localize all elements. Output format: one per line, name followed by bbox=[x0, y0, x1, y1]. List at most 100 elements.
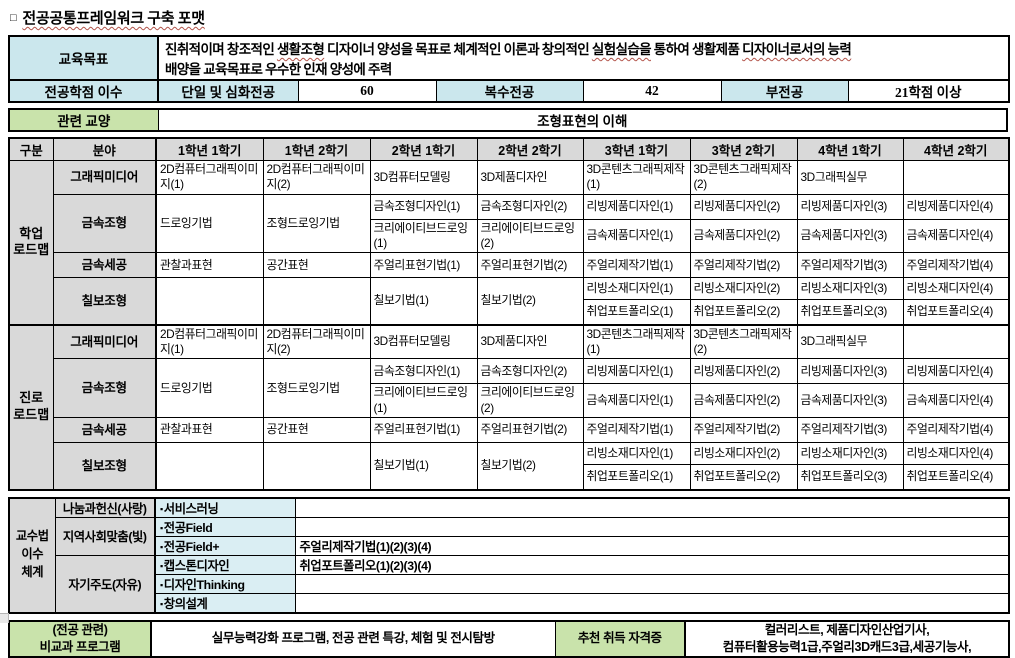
course-cell: 주얼리제작기법(1) bbox=[582, 417, 691, 444]
pedagogy-item-label: 창의설계 bbox=[163, 596, 208, 611]
course-cell: 리빙소재디자인(1) bbox=[582, 442, 691, 466]
goal-seg: 진취적이며 창조적인 bbox=[165, 42, 277, 57]
square-bullet-icon: ▪ bbox=[160, 579, 163, 590]
square-bullet-icon: ▪ bbox=[160, 522, 163, 533]
course-cell: 취업포트폴리오(2) bbox=[689, 299, 798, 326]
course-cell: 주얼리제작기법(2) bbox=[689, 252, 798, 279]
course-cell: 칠보기법(2) bbox=[476, 277, 584, 326]
course-cell: 취업포트폴리오(3) bbox=[796, 299, 904, 326]
course-cell: 주얼리제작기법(3) bbox=[796, 252, 904, 279]
course-cell: 주얼리제작기법(4) bbox=[902, 252, 1010, 279]
course-cell: 주얼리표현기법(1) bbox=[369, 417, 478, 444]
course-cell: 2D컴퓨터그래픽이미지(2) bbox=[262, 323, 371, 360]
course-cell: 칠보기법(1) bbox=[369, 277, 478, 326]
credit-value: 60 bbox=[297, 79, 437, 103]
course-cell: 금속제품디자인(1) bbox=[582, 218, 691, 254]
course-cell: 3D그래픽실무 bbox=[796, 323, 904, 360]
course-cell: 리빙제품디자인(1) bbox=[582, 358, 691, 385]
pedagogy-item-label: 전공Field bbox=[163, 520, 213, 535]
col-header: 4학년 2학기 bbox=[902, 137, 1010, 161]
credit-type: 부전공 bbox=[720, 79, 849, 103]
course-cell: 취업포트폴리오(1) bbox=[582, 464, 691, 491]
field-label: 금속세공 bbox=[52, 252, 157, 279]
pedagogy-value: 주얼리제작기법(1)(2)(3)(4) bbox=[294, 535, 1010, 556]
pedagogy-item: ▪서비스러닝 bbox=[154, 497, 296, 518]
course-cell: 크리에이티브드로잉(2) bbox=[476, 218, 584, 254]
col-header: 1학년 2학기 bbox=[262, 137, 371, 161]
course-cell: 취업포트폴리오(4) bbox=[902, 299, 1010, 326]
pedagogy-category: 지역사회맞춤(빛) bbox=[54, 516, 156, 556]
col-header: 3학년 1학기 bbox=[582, 137, 691, 161]
document-title-text: 전공공통프레임워크 구축 포맷 bbox=[22, 11, 205, 27]
course-cell: 리빙소재디자인(4) bbox=[902, 277, 1010, 301]
field-label: 금속세공 bbox=[52, 417, 157, 444]
group-label-academic: 학업 로드맵 bbox=[8, 159, 54, 326]
certificates-list: 컬러리스트, 제품디자인산업기사, 컴퓨터활용능력1급,주얼리3D캐드3급,세공… bbox=[684, 620, 1010, 658]
certificates-label: 추천 취득 자격증 bbox=[554, 620, 686, 658]
course-cell bbox=[262, 277, 371, 326]
col-header: 구분 bbox=[8, 137, 54, 161]
course-cell bbox=[155, 442, 264, 491]
course-cell: 금속제품디자인(1) bbox=[582, 383, 691, 419]
pedagogy-category: 나눔과헌신(사랑) bbox=[54, 497, 156, 518]
col-header: 2학년 1학기 bbox=[369, 137, 478, 161]
credit-value: 21학점 이상 bbox=[847, 79, 1010, 103]
square-bullet-icon: ▪ bbox=[160, 541, 163, 552]
course-cell: 주얼리제작기법(1) bbox=[582, 252, 691, 279]
pedagogy-category: 자기주도(자유) bbox=[54, 554, 156, 614]
pedagogy-item: ▪캡스톤디자인 bbox=[154, 554, 296, 575]
course-cell: 3D제품디자인 bbox=[476, 160, 584, 195]
pedagogy-value bbox=[294, 516, 1010, 537]
course-cell: 크리에이티브드로잉(2) bbox=[476, 383, 584, 419]
course-cell: 조형드로잉기법 bbox=[262, 193, 371, 254]
course-cell: 크리에이티브드로잉(1) bbox=[369, 218, 478, 254]
roadmap-header-row: 구분 분야 1학년 1학기 1학년 2학기 2학년 1학기 2학년 2학기 3학… bbox=[8, 137, 1010, 161]
field-label: 금속조형 bbox=[52, 358, 157, 419]
square-bullet-icon: ▪ bbox=[160, 560, 163, 571]
course-cell: 리빙소재디자인(3) bbox=[796, 277, 904, 301]
field-label: 그래픽미디어 bbox=[52, 160, 157, 195]
goal-line2: 배양을 교육목표로 우수한 인재 양성에 주력 bbox=[165, 62, 392, 77]
course-cell: 취업포트폴리오(1) bbox=[582, 299, 691, 326]
pedagogy-item: ▪디자인Thinking bbox=[154, 573, 296, 594]
pedagogy-item-label: 디자인Thinking bbox=[163, 577, 245, 592]
course-cell: 공간표현 bbox=[262, 252, 371, 279]
col-header: 4학년 1학기 bbox=[796, 137, 904, 161]
course-cell: 주얼리표현기법(2) bbox=[476, 252, 584, 279]
course-cell: 칠보기법(2) bbox=[476, 442, 584, 491]
credits-label: 전공학점 이수 bbox=[8, 79, 159, 103]
course-cell: 리빙소재디자인(3) bbox=[796, 442, 904, 466]
course-cell: 취업포트폴리오(4) bbox=[902, 464, 1010, 491]
pedagogy-value bbox=[294, 573, 1010, 594]
credit-type: 단일 및 심화전공 bbox=[157, 79, 299, 103]
document-title: □ 전공공통프레임워크 구축 포맷 bbox=[10, 7, 1015, 28]
course-cell: 3D컴퓨터모델링 bbox=[369, 323, 478, 360]
group-label-career: 진로 로드맵 bbox=[8, 323, 54, 491]
goal-credits-table: 교육목표 진취적이며 창조적인 생활조형 디자이너 양성을 목표로 체계적인 이… bbox=[8, 35, 1010, 103]
pedagogy-value bbox=[294, 497, 1010, 518]
course-cell: 취업포트폴리오(3) bbox=[796, 464, 904, 491]
course-cell: 리빙소재디자인(4) bbox=[902, 442, 1010, 466]
course-cell: 3D그래픽실무 bbox=[796, 160, 904, 195]
course-cell: 3D콘텐츠그래픽제작(2) bbox=[689, 160, 798, 195]
course-cell: 크리에이티브드로잉(1) bbox=[369, 383, 478, 419]
extracurricular-label: (전공 관련) 비교과 프로그램 bbox=[8, 620, 152, 658]
course-cell: 리빙제품디자인(2) bbox=[689, 358, 798, 385]
course-cell: 3D콘텐츠그래픽제작(2) bbox=[689, 323, 798, 360]
course-cell bbox=[902, 323, 1010, 360]
course-cell: 3D제품디자인 bbox=[476, 323, 584, 360]
course-cell: 리빙소재디자인(2) bbox=[689, 277, 798, 301]
liberal-arts-table: 관련 교양 조형표현의 이해 bbox=[8, 108, 1008, 132]
pedagogy-item: ▪창의설계 bbox=[154, 592, 296, 614]
course-cell bbox=[262, 442, 371, 491]
course-cell: 금속제품디자인(3) bbox=[796, 383, 904, 419]
pedagogy-item-label: 캡스톤디자인 bbox=[163, 558, 230, 573]
course-cell: 주얼리표현기법(1) bbox=[369, 252, 478, 279]
extracurricular-programs: 실무능력강화 프로그램, 전공 관련 특강, 체험 및 전시탐방 bbox=[150, 620, 556, 658]
goal-seg: 통하여 생활제품 bbox=[650, 42, 743, 57]
credit-value: 42 bbox=[582, 79, 722, 103]
course-cell: 3D콘텐츠그래픽제작(1) bbox=[582, 160, 691, 195]
course-cell: 리빙제품디자인(4) bbox=[902, 358, 1010, 385]
field-label: 칠보조형 bbox=[52, 442, 157, 491]
square-bullet-icon: ▪ bbox=[160, 503, 163, 514]
